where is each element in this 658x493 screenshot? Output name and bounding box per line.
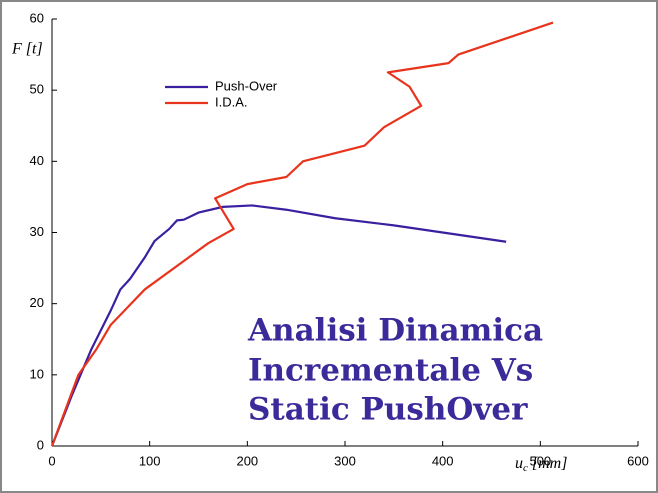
line-series bbox=[50, 204, 507, 447]
y-tick-label: 50 bbox=[30, 82, 44, 97]
x-tick-label: 600 bbox=[627, 453, 649, 468]
y-tick-label: 60 bbox=[30, 10, 44, 25]
x-tick-label: 0 bbox=[48, 453, 55, 468]
y-tick-label: 40 bbox=[30, 153, 44, 168]
y-tick-label: 30 bbox=[30, 224, 44, 239]
y-tick-label: 10 bbox=[30, 366, 44, 381]
y-tick-label: 0 bbox=[37, 437, 44, 452]
x-tick-label: 300 bbox=[334, 453, 356, 468]
annotation: Static PushOver bbox=[248, 392, 528, 428]
x-label-unit: [mm] bbox=[532, 455, 568, 472]
line-series bbox=[50, 21, 554, 447]
x-tick-label: 400 bbox=[432, 453, 454, 468]
x-tick-label: 500 bbox=[529, 453, 551, 468]
x-tick-label: 200 bbox=[236, 453, 258, 468]
x-tick-label: 100 bbox=[139, 453, 161, 468]
legend-label: Push-Over bbox=[215, 78, 278, 93]
annotation: Incrementale Vs bbox=[248, 353, 533, 389]
x-label-subscript: c bbox=[523, 462, 528, 474]
x-label: uc [mm] bbox=[515, 455, 567, 474]
annotation: Analisi Dinamica bbox=[247, 313, 543, 349]
x-label-symbol: u bbox=[515, 455, 523, 472]
y-label: F [t] bbox=[11, 41, 43, 58]
y-tick-label: 20 bbox=[30, 295, 44, 310]
legend-label: I.D.A. bbox=[215, 94, 248, 109]
